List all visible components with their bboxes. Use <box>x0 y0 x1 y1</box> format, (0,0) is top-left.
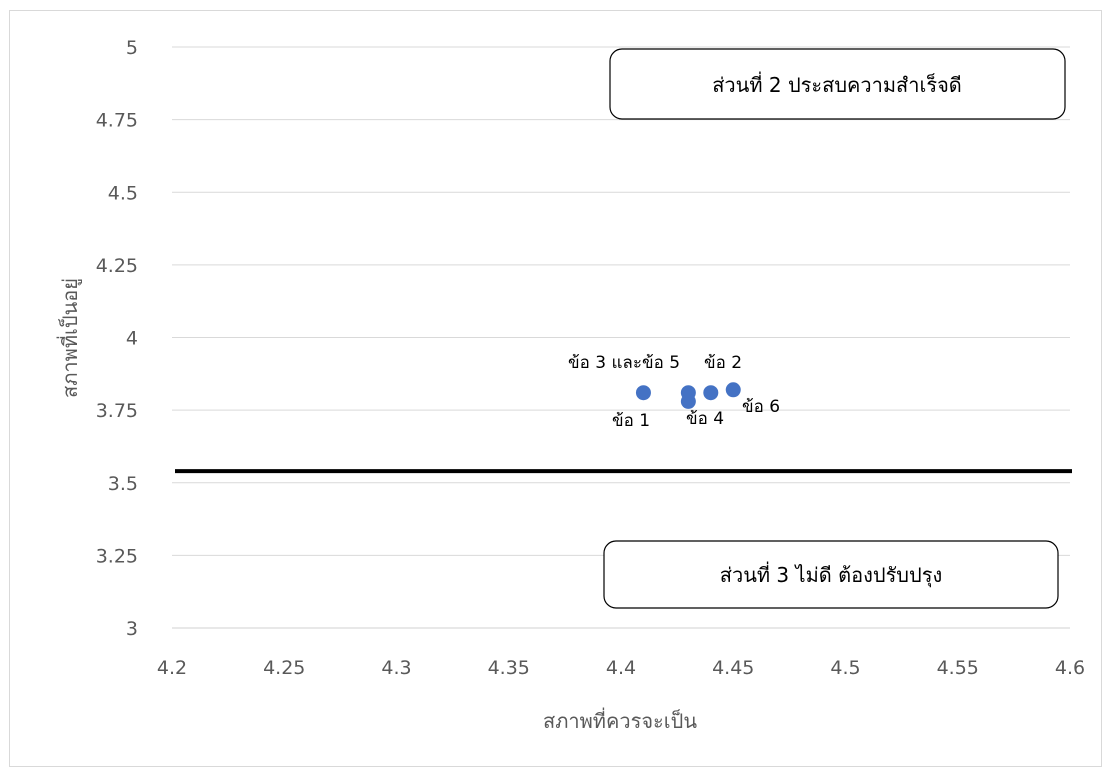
chart-frame <box>9 10 1102 767</box>
annotation-quadrant-2-text: ส่วนที่ 2 ประสบความสำเร็จดี <box>712 71 962 97</box>
annotation-box-quadrant-3: ส่วนที่ 3 ไม่ดี ต้องปรับปรุง <box>603 540 1059 609</box>
y-axis-ticks: 3 3.25 3.5 3.75 4 4.25 4.5 4.75 5 <box>96 37 138 640</box>
y-axis-title: สภาพที่เป็นอยู่ <box>56 278 83 398</box>
x-tick-label: 4.2 <box>157 657 187 679</box>
x-tick-label: 4.35 <box>488 657 530 679</box>
x-axis-ticks: 4.2 4.25 4.3 4.35 4.4 4.45 4.5 4.55 4.6 <box>157 657 1085 679</box>
x-tick-label: 4.5 <box>830 657 860 679</box>
x-tick-label: 4.6 <box>1055 657 1085 679</box>
y-tick-label: 3 <box>126 618 138 640</box>
x-tick-label: 4.55 <box>937 657 979 679</box>
annotation-quadrant-3-text: ส่วนที่ 3 ไม่ดี ต้องปรับปรุง <box>720 561 942 588</box>
x-tick-label: 4.3 <box>381 657 411 679</box>
point-label-item2: ข้อ 2 <box>704 353 742 373</box>
data-point <box>725 382 741 398</box>
data-point <box>680 393 696 409</box>
data-points <box>635 382 741 409</box>
point-label-item3-item5: ข้อ 3 และข้อ 5 <box>568 353 680 373</box>
x-tick-label: 4.4 <box>606 657 636 679</box>
x-tick-label: 4.25 <box>263 657 305 679</box>
y-tick-label: 4.5 <box>108 182 138 204</box>
y-tick-label: 3.25 <box>96 545 138 567</box>
y-tick-label: 4 <box>126 328 138 350</box>
y-tick-label: 4.75 <box>96 110 138 132</box>
y-tick-label: 3.75 <box>96 400 138 422</box>
point-label-item6: ข้อ 6 <box>742 397 780 417</box>
y-tick-label: 5 <box>126 37 138 59</box>
y-tick-label: 4.25 <box>96 255 138 277</box>
point-label-item1: ข้อ 1 <box>612 411 650 431</box>
point-labels: ข้อ 3 และข้อ 5 ข้อ 2 ข้อ 1 ข้อ 4 ข้อ 6 <box>568 353 780 431</box>
data-point <box>635 385 651 401</box>
x-tick-label: 4.45 <box>712 657 754 679</box>
y-tick-label: 3.5 <box>108 473 138 495</box>
point-label-item4: ข้อ 4 <box>686 409 724 429</box>
annotation-box-quadrant-2: ส่วนที่ 2 ประสบความสำเร็จดี <box>609 48 1066 120</box>
gridlines <box>172 46 1070 556</box>
x-axis-title: สภาพที่ควรจะเป็น <box>543 707 697 733</box>
annotation-box-frame <box>603 540 1059 609</box>
annotation-box-frame <box>609 48 1066 120</box>
data-point <box>703 385 719 401</box>
